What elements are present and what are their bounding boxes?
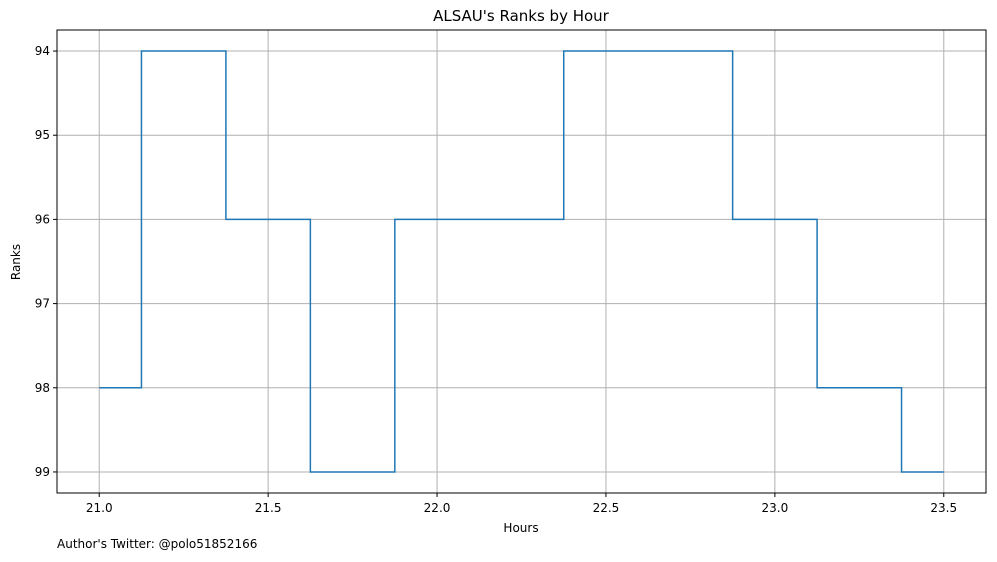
y-tick-label: 97: [35, 297, 50, 311]
x-tick-label: 21.5: [255, 501, 282, 515]
y-tick-label: 95: [35, 128, 50, 142]
y-tick-label: 94: [35, 44, 50, 58]
ticks: 21.0 21.5 22.0 22.5 23.0 23.5 94 95 96 97 98 99: [35, 44, 957, 515]
x-axis-label: Hours: [503, 521, 538, 535]
author-footnote: Author's Twitter: @polo51852166: [57, 537, 258, 551]
x-tick-label: 22.5: [593, 501, 620, 515]
x-tick-label: 23.0: [762, 501, 789, 515]
chart-title: ALSAU's Ranks by Hour: [433, 7, 610, 25]
x-tick-label: 21.0: [86, 501, 113, 515]
y-axis-label: Ranks: [9, 244, 23, 280]
x-tick-label: 22.0: [424, 501, 451, 515]
y-tick-label: 99: [35, 465, 50, 479]
series-line: [99, 50, 944, 473]
grid: [57, 30, 986, 493]
y-tick-label: 96: [35, 212, 50, 226]
plot-frame: [56, 29, 987, 494]
y-tick-label: 98: [35, 381, 50, 395]
x-tick-label: 23.5: [930, 501, 957, 515]
